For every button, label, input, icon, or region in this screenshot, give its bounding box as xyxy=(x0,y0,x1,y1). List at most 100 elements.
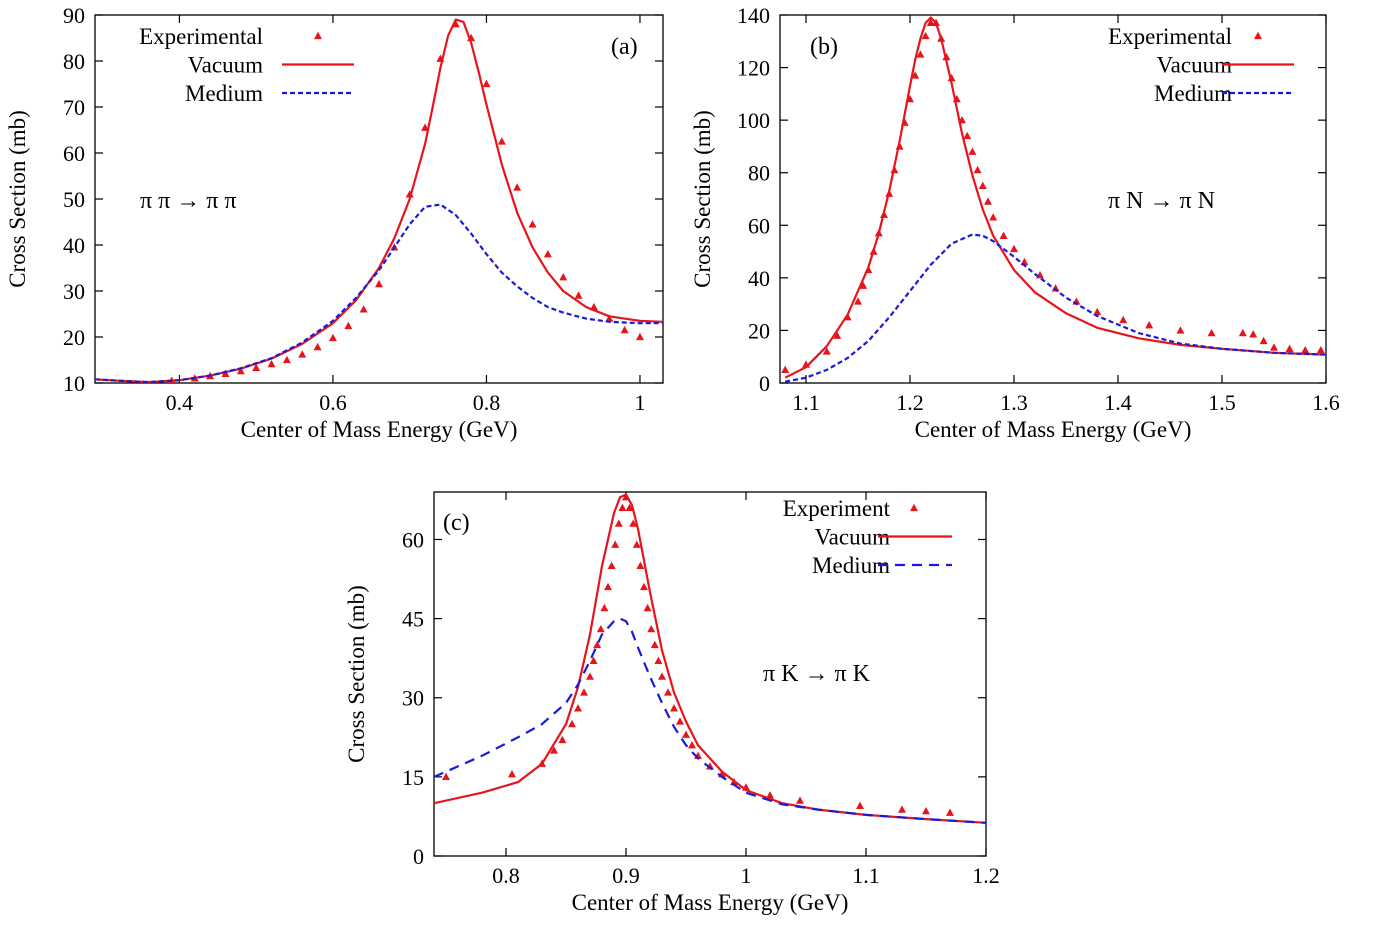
panel-label: (a) xyxy=(611,34,638,60)
legend-label: Medium xyxy=(812,553,890,578)
data-point-marker xyxy=(528,220,537,228)
data-point-marker xyxy=(658,672,666,680)
data-point-marker xyxy=(550,746,558,754)
data-point-marker xyxy=(781,365,790,374)
y-tick-label: 30 xyxy=(63,279,85,304)
y-tick-label: 45 xyxy=(402,607,424,632)
y-tick-label: 60 xyxy=(63,141,85,166)
data-point-marker xyxy=(647,624,656,633)
data-point-marker xyxy=(833,331,842,339)
data-point-marker xyxy=(580,688,588,696)
data-point-marker xyxy=(643,603,652,612)
data-point-marker xyxy=(605,314,614,322)
data-point-marker xyxy=(513,183,522,191)
data-point-marker xyxy=(978,181,987,190)
y-axis-label: Cross Section (mb) xyxy=(344,585,369,763)
data-point-marker xyxy=(1145,320,1154,329)
x-tick-label: 0.9 xyxy=(612,863,640,888)
data-point-marker xyxy=(632,540,641,548)
data-point-marker xyxy=(1285,344,1294,352)
data-point-marker xyxy=(574,704,582,712)
data-point-marker xyxy=(328,333,337,342)
y-tick-label: 80 xyxy=(63,49,85,74)
panel-c: 0.8 0.9 1 1.1 1.2 0 15 30 45 60 Center of Mass Ene… xyxy=(344,491,1000,915)
data-point-marker xyxy=(574,291,583,299)
legend-marker xyxy=(1254,31,1262,40)
legend: Experimental Vacuum Medium xyxy=(1108,24,1294,106)
data-point-marker xyxy=(911,71,920,79)
x-tick-label: 1.1 xyxy=(852,863,880,888)
plot-frame xyxy=(779,14,1327,384)
legend-label: Medium xyxy=(185,81,263,106)
panel-label: (c) xyxy=(443,510,470,536)
data-point-marker xyxy=(497,137,506,145)
data-point-marker xyxy=(543,250,552,258)
data-point-marker xyxy=(267,359,276,368)
data-point-marker xyxy=(508,770,516,778)
data-point-marker xyxy=(898,805,906,813)
data-point-marker xyxy=(1207,328,1216,337)
data-point-marker xyxy=(282,355,291,364)
y-tick-label: 80 xyxy=(748,161,770,186)
data-point-marker xyxy=(1051,284,1060,292)
data-point-marker xyxy=(558,735,567,744)
data-point-marker xyxy=(620,325,629,334)
y-axis-label: Cross Section (mb) xyxy=(690,110,715,288)
data-point-marker xyxy=(252,363,261,371)
data-point-marker xyxy=(636,561,645,570)
data-point-marker xyxy=(298,350,307,358)
data-point-marker xyxy=(607,561,616,570)
y-tick-label: 140 xyxy=(737,3,770,28)
x-axis-label: Center of Mass Energy (GeV) xyxy=(572,890,849,915)
legend-label: Vacuum xyxy=(815,525,890,550)
x-tick-label: 1.5 xyxy=(1208,390,1236,415)
data-point-marker xyxy=(989,213,998,221)
data-point-marker xyxy=(676,717,684,725)
data-point-marker xyxy=(1238,328,1247,337)
data-point-marker xyxy=(344,321,353,330)
x-tick-label: 1.4 xyxy=(1104,390,1132,415)
series-group xyxy=(781,16,1326,383)
data-point-marker xyxy=(1249,330,1258,338)
x-tick-label: 1.1 xyxy=(792,390,820,415)
legend-label: Experiment xyxy=(783,496,891,521)
data-point-marker xyxy=(611,540,620,548)
x-axis-label: Center of Mass Energy (GeV) xyxy=(241,417,518,442)
data-point-marker xyxy=(854,297,862,305)
legend-label: Vacuum xyxy=(1157,53,1232,78)
legend: Experiment Vacuum Medium xyxy=(783,496,952,578)
reaction-annotation: π K → π K xyxy=(763,661,871,687)
data-point-marker xyxy=(1301,345,1310,354)
data-point-marker xyxy=(859,281,868,289)
y-tick-label: 40 xyxy=(63,233,85,258)
legend-label: Experimental xyxy=(1108,24,1232,49)
data-point-marker xyxy=(999,231,1008,239)
data-point-marker xyxy=(635,332,644,341)
data-point-marker xyxy=(614,519,623,527)
data-point-marker xyxy=(650,640,659,649)
data-point-marker xyxy=(375,279,383,288)
data-point-marker xyxy=(1093,307,1102,316)
data-point-marker xyxy=(973,165,982,174)
series-group xyxy=(95,18,663,383)
y-tick-label: 50 xyxy=(63,187,85,212)
data-point-marker xyxy=(559,273,568,281)
x-tick-label: 0.8 xyxy=(473,390,501,415)
data-point-marker xyxy=(926,18,935,27)
data-point-marker xyxy=(568,719,576,728)
data-point-marker xyxy=(1010,244,1018,253)
series-line-medium xyxy=(784,233,1326,383)
x-tick-label: 1.3 xyxy=(1000,390,1028,415)
data-point-marker xyxy=(968,147,977,155)
legend-label: Vacuum xyxy=(188,53,263,78)
y-tick-label: 0 xyxy=(413,844,424,869)
x-tick-label: 0.8 xyxy=(492,863,520,888)
y-tick-label: 70 xyxy=(63,95,85,120)
data-point-marker xyxy=(1119,315,1128,324)
data-point-marker xyxy=(1270,343,1278,351)
y-tick-label: 60 xyxy=(748,213,770,238)
data-point-marker xyxy=(618,503,627,511)
x-tick-label: 1.6 xyxy=(1312,390,1340,415)
data-point-marker xyxy=(946,808,954,816)
y-tick-label: 60 xyxy=(402,527,424,552)
